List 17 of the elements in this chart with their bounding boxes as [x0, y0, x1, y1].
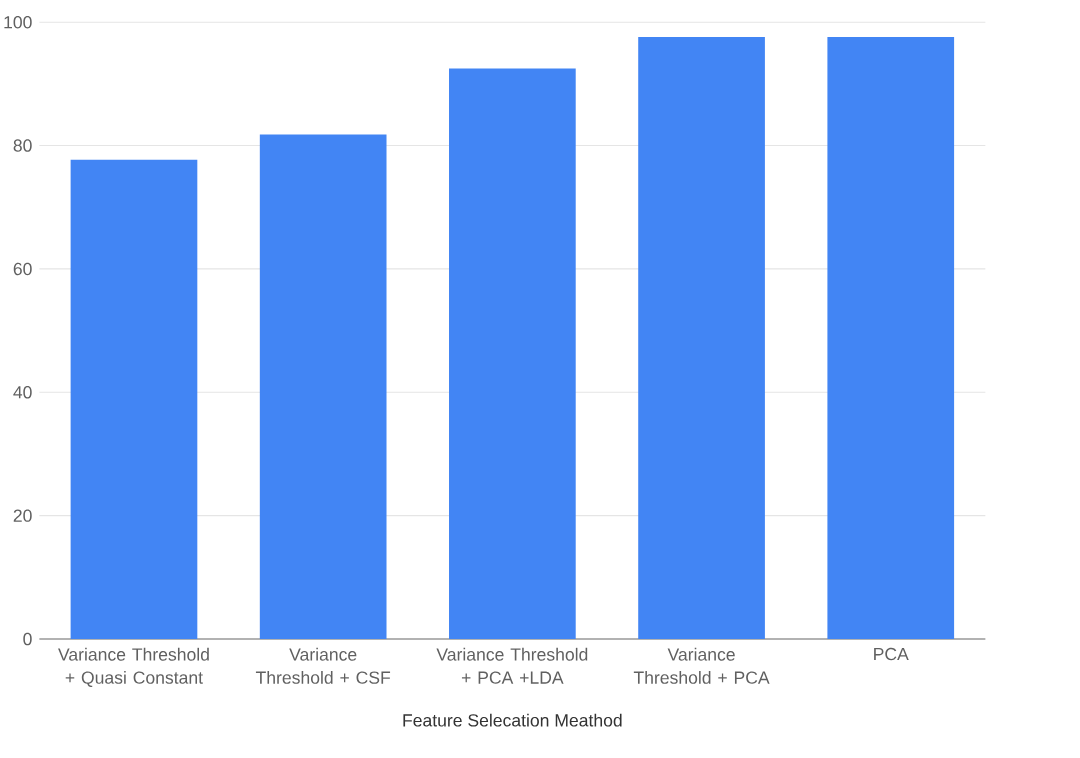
- bar: [259, 134, 387, 639]
- x-tick-label: PCA: [874, 647, 909, 661]
- x-tick-label: Variance Threshold + PCA: [633, 647, 770, 684]
- y-tick-label: 0: [23, 632, 32, 646]
- x-tick-label: Variance Threshold + Quasi Constant: [58, 647, 209, 687]
- bar: [638, 36, 765, 639]
- x-axis-title: Feature Selecation Meathod: [403, 713, 622, 727]
- y-tick-label: 100: [4, 15, 32, 29]
- bar: [70, 159, 198, 639]
- x-tick-label: Variance Threshold + CSF: [255, 647, 391, 684]
- y-tick-label: 60: [13, 262, 32, 275]
- y-tick-label: 20: [13, 509, 32, 522]
- x-tick-label: Variance Threshold + PCA +LDA: [436, 647, 588, 684]
- bar: [827, 36, 955, 639]
- bar: [449, 68, 576, 639]
- y-tick-label: 40: [13, 385, 32, 399]
- y-tick-label: 80: [13, 139, 32, 152]
